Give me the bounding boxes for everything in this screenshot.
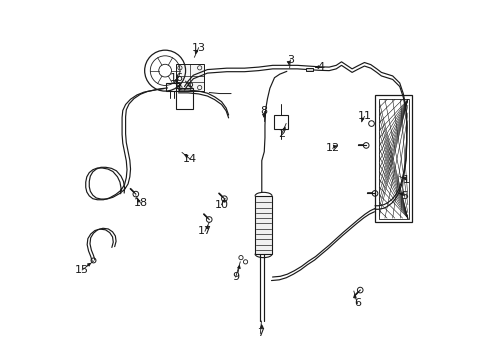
Text: 5: 5 — [401, 191, 407, 201]
Bar — [255, 196, 271, 254]
Bar — [305, 68, 312, 71]
Bar — [374, 95, 411, 222]
Text: 18: 18 — [133, 198, 147, 208]
Bar — [378, 99, 407, 219]
Text: 4: 4 — [317, 62, 325, 72]
Text: 16: 16 — [169, 73, 183, 83]
Bar — [175, 64, 203, 91]
Bar — [175, 88, 193, 109]
Text: 15: 15 — [75, 265, 89, 275]
Text: 6: 6 — [353, 298, 360, 309]
Text: 17: 17 — [198, 226, 212, 236]
Text: 3: 3 — [286, 55, 293, 65]
Text: 9: 9 — [232, 272, 239, 282]
Text: 2: 2 — [277, 129, 285, 139]
Text: 1: 1 — [403, 175, 409, 185]
Text: 13: 13 — [191, 43, 205, 53]
Bar — [165, 83, 178, 91]
Text: 8: 8 — [260, 106, 267, 116]
Text: 10: 10 — [214, 200, 228, 210]
Text: 11: 11 — [357, 112, 371, 121]
Text: 7: 7 — [256, 328, 264, 338]
Text: 14: 14 — [183, 154, 197, 164]
Bar — [274, 115, 287, 129]
Text: 12: 12 — [325, 143, 339, 153]
